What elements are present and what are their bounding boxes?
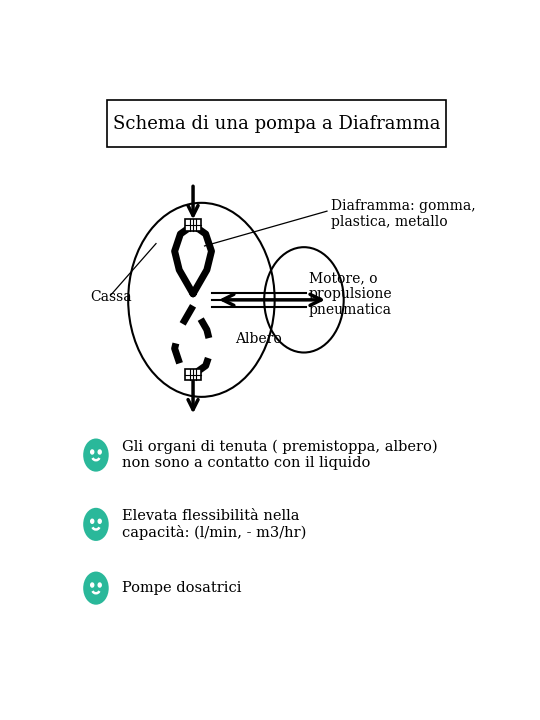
Text: Schema di una pompa a Diaframma: Schema di una pompa a Diaframma: [113, 114, 441, 132]
Text: Elevata flessibilità nella
capacità: (l/min, - m3/hr): Elevata flessibilità nella capacità: (l/…: [122, 508, 306, 540]
Text: Albero: Albero: [235, 332, 282, 346]
Circle shape: [84, 509, 107, 540]
Circle shape: [91, 519, 94, 523]
Circle shape: [98, 583, 101, 587]
Text: Pompe dosatrici: Pompe dosatrici: [122, 581, 241, 595]
Circle shape: [91, 450, 94, 454]
Circle shape: [91, 583, 94, 587]
Text: Gli organi di tenuta ( premistoppa, albero)
non sono a contatto con il liquido: Gli organi di tenuta ( premistoppa, albe…: [122, 440, 437, 470]
FancyBboxPatch shape: [107, 100, 446, 148]
Circle shape: [98, 519, 101, 523]
Text: Cassa: Cassa: [91, 290, 132, 304]
Circle shape: [84, 439, 107, 471]
Circle shape: [98, 450, 101, 454]
Text: Diaframma: gomma,
plastica, metallo: Diaframma: gomma, plastica, metallo: [331, 199, 476, 229]
Bar: [185, 220, 201, 230]
Text: Motore, o
propulsione
pneumatica: Motore, o propulsione pneumatica: [309, 271, 393, 318]
Bar: [185, 369, 201, 380]
Circle shape: [84, 572, 107, 603]
